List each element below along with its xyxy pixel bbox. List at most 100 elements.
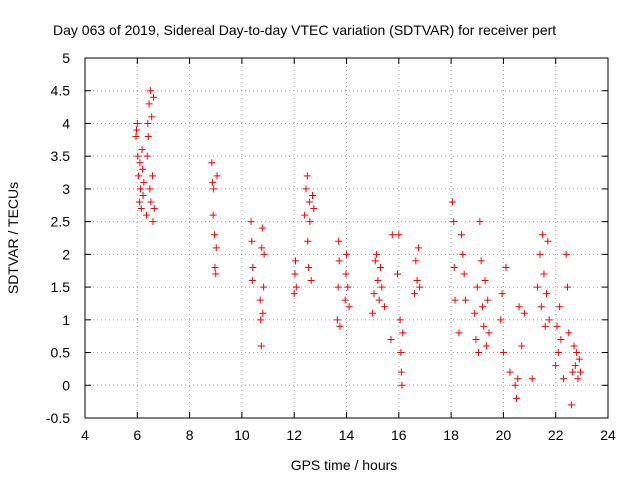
- data-point: [478, 303, 486, 311]
- data-point: [565, 329, 573, 337]
- data-point: [560, 375, 568, 383]
- data-point: [371, 257, 379, 265]
- data-point: [148, 172, 156, 180]
- data-point: [256, 296, 264, 304]
- y-tick-label: 3.5: [51, 148, 71, 164]
- data-point: [369, 309, 377, 317]
- data-point: [380, 303, 388, 311]
- data-point: [135, 172, 143, 180]
- data-point: [511, 381, 519, 389]
- data-point: [146, 87, 154, 95]
- data-point: [515, 303, 523, 311]
- data-point: [499, 349, 507, 357]
- data-point: [460, 270, 468, 278]
- data-point: [305, 198, 313, 206]
- data-point: [554, 349, 562, 357]
- data-point: [248, 237, 256, 245]
- data-point: [485, 329, 493, 337]
- data-point: [304, 237, 312, 245]
- data-point: [335, 237, 343, 245]
- data-point: [473, 283, 481, 291]
- data-point: [514, 375, 522, 383]
- y-tick-labels: -0.5 0 0.5 1 1.5 2 2.5 3 3.5 4 4.5 5: [46, 50, 70, 426]
- x-tick-label: 8: [186, 427, 194, 443]
- data-point: [144, 119, 152, 127]
- data-point: [336, 322, 344, 330]
- data-point: [378, 283, 386, 291]
- data-point: [413, 277, 421, 285]
- data-point: [213, 172, 221, 180]
- data-point: [146, 185, 154, 193]
- data-point: [533, 283, 541, 291]
- data-point: [150, 205, 158, 213]
- data-points: [132, 87, 585, 409]
- data-point: [412, 257, 420, 265]
- data-point: [292, 283, 300, 291]
- data-point: [135, 198, 143, 206]
- x-tick-label: 6: [133, 427, 141, 443]
- data-point: [145, 100, 153, 108]
- data-point: [136, 159, 144, 167]
- data-point: [459, 250, 467, 258]
- data-point: [137, 205, 145, 213]
- data-point: [376, 263, 384, 271]
- data-point: [302, 185, 310, 193]
- data-point: [512, 394, 520, 402]
- data-point: [291, 270, 299, 278]
- data-point: [477, 257, 485, 265]
- data-point: [303, 172, 311, 180]
- data-point: [334, 283, 342, 291]
- y-tick-label: 3: [62, 181, 70, 197]
- x-tick-label: 12: [286, 427, 302, 443]
- data-point: [461, 296, 469, 304]
- data-point: [416, 283, 424, 291]
- data-point: [541, 322, 549, 330]
- data-point: [136, 185, 144, 193]
- tick-marks: [84, 57, 609, 419]
- y-tick-label: 0.5: [51, 345, 71, 361]
- data-point: [212, 244, 220, 252]
- data-point: [210, 185, 218, 193]
- y-tick-label: -0.5: [46, 410, 70, 426]
- data-point: [147, 198, 155, 206]
- chart-title: Day 063 of 2019, Sidereal Day-to-day VTE…: [53, 22, 556, 38]
- x-tick-label: 24: [600, 427, 616, 443]
- x-axis-label: GPS time / hours: [291, 457, 398, 473]
- data-point: [471, 309, 479, 317]
- data-point: [539, 231, 547, 239]
- data-point: [307, 277, 315, 285]
- data-point: [387, 335, 395, 343]
- y-tick-label: 1: [62, 312, 70, 328]
- data-point: [451, 296, 459, 304]
- data-point: [209, 178, 217, 186]
- x-tick-label: 14: [339, 427, 355, 443]
- data-point: [455, 329, 463, 337]
- data-point: [475, 349, 483, 357]
- data-point: [310, 205, 318, 213]
- data-point: [144, 133, 152, 141]
- data-point: [212, 270, 220, 278]
- y-tick-label: 0: [62, 377, 70, 393]
- data-point: [476, 218, 484, 226]
- data-point: [209, 211, 217, 219]
- data-point: [142, 211, 150, 219]
- x-tick-label: 22: [548, 427, 564, 443]
- x-tick-label: 16: [391, 427, 407, 443]
- data-point: [309, 191, 317, 199]
- data-point: [397, 349, 405, 357]
- data-point: [536, 250, 544, 258]
- data-point: [480, 322, 488, 330]
- data-point: [143, 152, 151, 160]
- data-point: [557, 335, 565, 343]
- x-tick-label: 4: [81, 427, 89, 443]
- data-point: [569, 368, 577, 376]
- data-point: [290, 290, 298, 298]
- data-point: [257, 342, 265, 350]
- y-tick-label: 4.5: [51, 83, 71, 99]
- data-point: [149, 218, 157, 226]
- data-point: [556, 303, 564, 311]
- data-point: [345, 303, 353, 311]
- data-point: [520, 309, 528, 317]
